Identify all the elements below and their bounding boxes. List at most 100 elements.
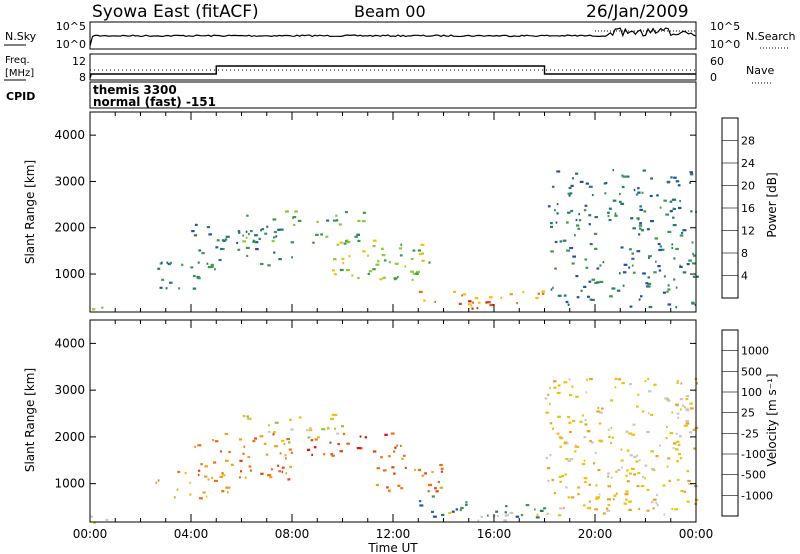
power-cell bbox=[653, 271, 657, 274]
velocity-cell bbox=[623, 502, 628, 505]
power-cell bbox=[434, 300, 436, 303]
velocity-cell bbox=[557, 514, 562, 517]
power-cell bbox=[161, 278, 165, 281]
velocity-cell bbox=[213, 461, 217, 464]
velocity-cell bbox=[628, 432, 632, 435]
power-cell bbox=[588, 214, 592, 217]
power-cell bbox=[552, 286, 554, 289]
power-cell bbox=[237, 248, 241, 251]
velocity-cell bbox=[647, 377, 650, 380]
velocity-cell bbox=[620, 448, 623, 451]
power-cell bbox=[566, 249, 571, 252]
velocity-cell bbox=[678, 435, 682, 438]
power-cell bbox=[654, 237, 659, 240]
power-panel-frame bbox=[89, 111, 697, 313]
velocity-cell bbox=[240, 470, 243, 473]
velocity-cell bbox=[451, 510, 455, 513]
velocity-cell bbox=[564, 473, 567, 476]
power-cell bbox=[608, 218, 612, 222]
power-cell bbox=[522, 291, 525, 294]
velocity-cell bbox=[487, 514, 489, 517]
velocity-cell bbox=[597, 406, 600, 409]
velocity-cell bbox=[638, 507, 641, 510]
velocity-cell bbox=[696, 382, 698, 385]
power-cell bbox=[258, 237, 261, 240]
velocity-cell bbox=[281, 470, 284, 473]
power-cell bbox=[246, 214, 249, 217]
power-cell bbox=[638, 298, 641, 301]
velocity-cell bbox=[641, 410, 645, 413]
power-cell bbox=[568, 186, 572, 190]
power-cell bbox=[207, 266, 212, 269]
power-colorbar-tick-label: 4 bbox=[741, 270, 748, 283]
power-cell bbox=[672, 207, 676, 211]
power-cell bbox=[567, 303, 570, 306]
velocity-cell bbox=[265, 453, 269, 456]
power-cell bbox=[675, 306, 678, 309]
power-cell bbox=[223, 248, 225, 251]
velocity-cell bbox=[356, 447, 361, 450]
power-cell bbox=[453, 290, 456, 293]
velocity-cell bbox=[260, 472, 264, 475]
power-cell bbox=[478, 301, 481, 304]
velocity-cell bbox=[333, 413, 338, 417]
velocity-cell bbox=[313, 446, 317, 449]
velocity-cell bbox=[694, 498, 699, 501]
velocity-cell bbox=[594, 451, 597, 454]
velocity-cell bbox=[221, 472, 224, 475]
power-cell bbox=[574, 234, 576, 237]
velocity-cell bbox=[330, 453, 333, 456]
power-cell bbox=[637, 187, 640, 190]
velocity-cell bbox=[377, 483, 379, 487]
velocity-cell bbox=[330, 417, 334, 420]
power-cell bbox=[208, 233, 212, 236]
power-cell bbox=[657, 242, 661, 246]
power-cell bbox=[379, 278, 383, 281]
power-cell bbox=[682, 271, 687, 274]
power-cell bbox=[596, 281, 600, 284]
power-cell bbox=[648, 256, 650, 259]
power-cell bbox=[623, 263, 628, 266]
power-cell bbox=[562, 239, 567, 242]
power-cell bbox=[292, 216, 297, 219]
power-cell bbox=[665, 213, 670, 216]
velocity-cell bbox=[569, 393, 573, 397]
velocity-cell bbox=[669, 431, 674, 435]
velocity-cell bbox=[675, 448, 679, 451]
power-cell bbox=[161, 261, 163, 264]
power-cell bbox=[566, 221, 569, 224]
power-cell bbox=[679, 265, 683, 268]
power-cell bbox=[339, 241, 343, 244]
velocity-cell bbox=[559, 480, 562, 483]
velocity-cell bbox=[610, 399, 614, 402]
power-cell bbox=[362, 250, 366, 253]
velocity-cell bbox=[439, 486, 443, 489]
velocity-cell bbox=[676, 379, 680, 383]
velocity-cell bbox=[281, 439, 285, 442]
power-cell bbox=[218, 258, 222, 262]
power-cell bbox=[357, 276, 360, 280]
velocity-cell bbox=[637, 472, 641, 475]
power-cell bbox=[335, 214, 338, 217]
power-cell bbox=[689, 181, 692, 184]
power-cell bbox=[252, 239, 255, 242]
velocity-cell bbox=[641, 475, 645, 478]
velocity-cell bbox=[247, 455, 251, 459]
velocity-cell bbox=[549, 387, 551, 390]
velocity-cell bbox=[214, 440, 219, 443]
velocity-cell bbox=[607, 472, 610, 475]
cpid-label: CPID bbox=[6, 90, 35, 103]
velocity-cell bbox=[536, 513, 539, 516]
velocity-cell bbox=[628, 508, 632, 511]
velocity-cell bbox=[547, 393, 550, 396]
power-cell bbox=[616, 289, 621, 292]
cpid-mode-line1: themis 3300 bbox=[93, 83, 177, 97]
power-cell bbox=[580, 289, 583, 292]
velocity-cell bbox=[393, 472, 396, 475]
power-cell bbox=[671, 246, 674, 250]
velocity-cell bbox=[202, 491, 206, 494]
power-cell bbox=[169, 281, 173, 284]
power-cell bbox=[659, 206, 662, 209]
power-cell bbox=[636, 250, 641, 253]
power-cell bbox=[420, 243, 425, 246]
